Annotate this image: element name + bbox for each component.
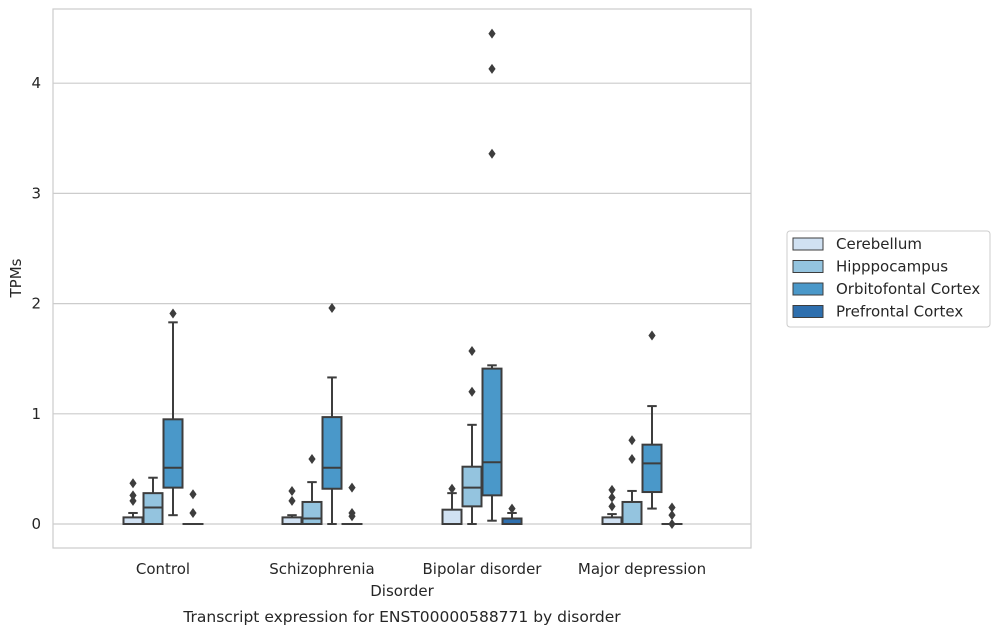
box-orbitofontal-cortex-2 xyxy=(481,28,503,522)
outlier-point xyxy=(189,489,197,500)
legend-swatch xyxy=(792,260,824,273)
outlier-point xyxy=(288,485,296,496)
x-tick-label: Bipolar disorder xyxy=(423,560,543,578)
box-cerebellum-3 xyxy=(601,484,623,526)
outlier-point xyxy=(169,308,177,319)
box-prefrontal-cortex-1 xyxy=(341,482,363,526)
box-hipppocampus-3 xyxy=(621,435,643,525)
box-iqr xyxy=(641,443,663,494)
x-tick-label: Control xyxy=(136,560,190,578)
outlier-point xyxy=(508,503,516,514)
box-iqr xyxy=(481,367,503,497)
outlier-point xyxy=(668,510,676,521)
legend-label: Hipppocampus xyxy=(836,258,948,276)
outlier-point xyxy=(608,484,616,495)
box-orbitofontal-cortex-0 xyxy=(162,308,184,517)
box-orbitofontal-cortex-3 xyxy=(641,330,663,510)
outlier-point xyxy=(129,495,137,506)
outlier-point xyxy=(129,478,137,489)
outlier-point xyxy=(348,507,356,518)
legend: Cerebellum Hipppocampus Orbitofontal Corte… xyxy=(786,230,991,328)
box-hipppocampus-0 xyxy=(142,476,164,526)
legend-swatch xyxy=(792,305,824,318)
outlier-point xyxy=(488,28,496,39)
y-tick-label: 3 xyxy=(31,184,41,202)
legend-label: Cerebellum xyxy=(836,235,922,253)
outlier-point xyxy=(129,490,137,501)
y-tick-label: 2 xyxy=(31,295,41,313)
outlier-point xyxy=(308,453,316,464)
outlier-point xyxy=(468,345,476,356)
legend-item: Prefrontal Cortex xyxy=(792,303,963,321)
x-axis-label: Disorder xyxy=(370,582,434,600)
y-tick-labels: 0 1 2 3 4 xyxy=(31,74,41,533)
box-iqr xyxy=(321,416,343,490)
outlier-point xyxy=(608,492,616,503)
outlier-point xyxy=(668,519,676,529)
legend-swatch xyxy=(792,282,824,296)
legend-items: Cerebellum Hipppocampus Orbitofontal Corte… xyxy=(792,235,980,321)
outlier-point xyxy=(488,63,496,74)
x-tick-labels: Control Schizophrenia Bipolar disorder Majo… xyxy=(136,560,706,578)
outlier-point xyxy=(468,386,476,397)
boxes-layer xyxy=(122,28,683,529)
legend-frame xyxy=(786,230,991,328)
box-prefrontal-cortex-3 xyxy=(661,502,683,529)
box-hipppocampus-2 xyxy=(461,345,483,525)
outlier-point xyxy=(288,495,296,506)
box-iqr xyxy=(142,492,164,526)
outlier-point xyxy=(608,501,616,512)
box-cerebellum-1 xyxy=(281,485,303,526)
outlier-point xyxy=(628,453,636,464)
legend-label: Prefrontal Cortex xyxy=(836,303,963,321)
box-orbitofontal-cortex-1 xyxy=(321,303,343,525)
y-tick-label: 4 xyxy=(31,74,41,92)
box-iqr xyxy=(441,508,463,526)
y-tick-label: 0 xyxy=(31,515,41,533)
outlier-point xyxy=(668,502,676,513)
box-iqr xyxy=(301,500,323,525)
outlier-point xyxy=(448,483,456,494)
outlier-point xyxy=(328,303,336,314)
legend-item: Hipppocampus xyxy=(792,258,948,276)
box-hipppocampus-1 xyxy=(301,453,323,525)
y-tick-label: 1 xyxy=(31,405,41,423)
plot-frame xyxy=(52,8,752,549)
box-iqr xyxy=(621,500,643,525)
box-cerebellum-0 xyxy=(122,478,144,526)
outlier-point xyxy=(348,482,356,493)
legend-label: Orbitofontal Cortex xyxy=(836,280,980,298)
outlier-point xyxy=(488,148,496,159)
x-tick-label: Major depression xyxy=(578,560,706,578)
legend-item: Orbitofontal Cortex xyxy=(792,280,980,298)
outlier-point xyxy=(648,330,656,341)
outlier-point xyxy=(628,435,636,446)
box-prefrontal-cortex-0 xyxy=(182,489,204,526)
legend-swatch xyxy=(792,237,824,251)
box-prefrontal-cortex-2 xyxy=(501,503,523,525)
y-axis-label: TPMs xyxy=(7,258,25,298)
box-cerebellum-2 xyxy=(441,483,463,526)
x-tick-label: Schizophrenia xyxy=(269,560,374,578)
legend-item: Cerebellum xyxy=(792,235,922,253)
box-iqr xyxy=(162,418,184,489)
box-iqr xyxy=(461,465,483,508)
chart-caption: Transcript expression for ENST0000058877… xyxy=(182,608,621,626)
outlier-point xyxy=(189,507,197,518)
